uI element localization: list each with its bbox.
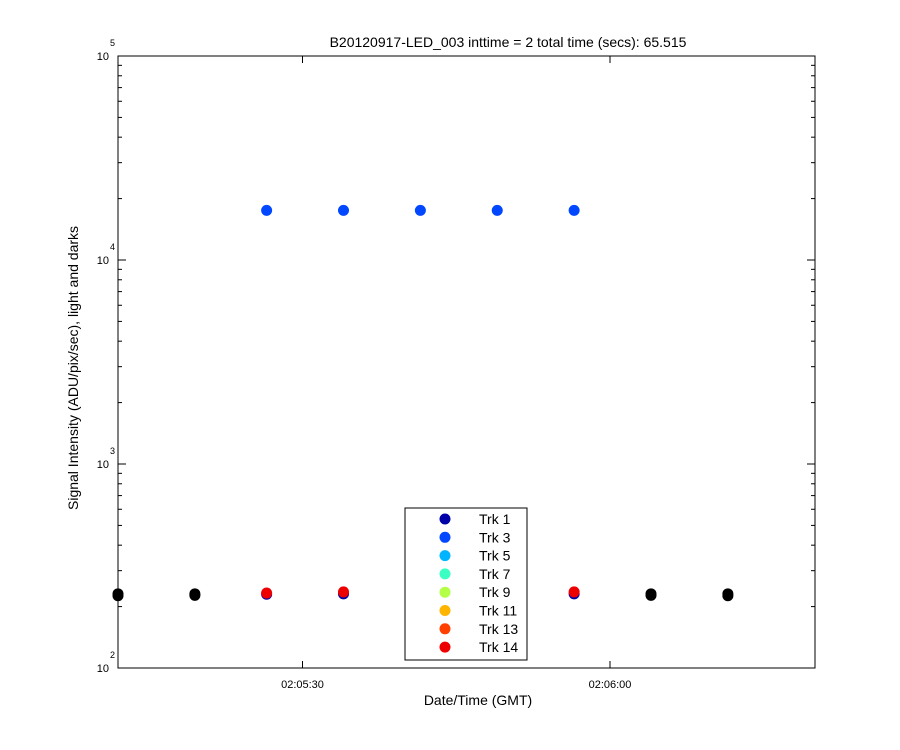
legend-marker [439, 586, 451, 598]
y-tick-exponent: 4 [110, 242, 115, 252]
data-point [261, 587, 273, 599]
data-point [568, 204, 580, 216]
y-axis-label: Signal Intensity (ADU/pix/sec), light an… [65, 226, 81, 510]
legend-label: Trk 7 [479, 566, 511, 582]
legend-label: Trk 14 [479, 639, 518, 655]
legend-label: Trk 1 [479, 511, 511, 527]
legend-marker [439, 605, 451, 616]
y-tick-label: 10 [97, 663, 109, 675]
x-tick-label: 02:06:00 [589, 679, 632, 691]
y-tick-exponent: 2 [110, 650, 115, 660]
legend-label: Trk 9 [479, 584, 511, 600]
legend-box [404, 507, 528, 661]
x-axis-label: Date/Time (GMT) [424, 692, 532, 708]
y-tick-label: 10 [97, 255, 109, 267]
data-point [338, 204, 349, 216]
legend-label: Trk 11 [479, 603, 517, 619]
data-point [722, 588, 734, 600]
y-tick-label: 10 [97, 51, 109, 63]
x-axis-ticks: 02:05:30 02:06:00 [281, 56, 631, 691]
legend-label: Trk 5 [479, 548, 511, 564]
legend-label: Trk 13 [479, 621, 518, 637]
y-tick-exponent: 3 [110, 446, 115, 456]
legend-marker [439, 568, 451, 580]
data-point [189, 588, 201, 600]
legend-marker [439, 641, 451, 653]
legend-marker [439, 513, 451, 525]
legend-marker [439, 550, 451, 562]
data-point [338, 586, 349, 598]
data-point [414, 204, 426, 216]
legend-marker [439, 623, 451, 635]
legend-label: Trk 3 [479, 529, 511, 545]
legend: Trk 1 Trk 3 Trk 5 Trk 7 Trk 9 Trk 11 Trk 13 Trk… [404, 507, 528, 661]
y-tick-exponent: 5 [110, 38, 115, 48]
data-points [112, 204, 734, 602]
data-point [645, 588, 657, 600]
data-point [491, 204, 503, 216]
y-tick-label: 10 [97, 459, 109, 471]
data-point [112, 588, 124, 600]
minor-ticks [118, 64, 815, 608]
chart-title: B20120917-LED_003 inttime = 2 total time… [330, 34, 687, 50]
x-tick-label: 02:05:30 [281, 679, 324, 691]
data-point [261, 204, 273, 216]
legend-marker [439, 531, 451, 543]
data-point [568, 586, 580, 598]
